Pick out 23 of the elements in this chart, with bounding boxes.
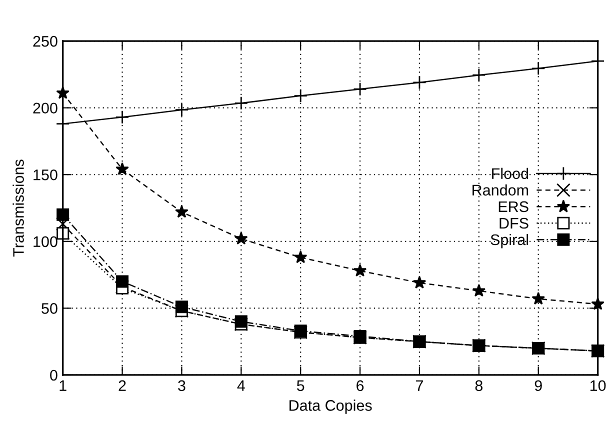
x-tick-label: 10: [590, 380, 606, 392]
x-tick-label: 4: [237, 380, 245, 391]
legend-label: DFS: [500, 218, 528, 229]
x-tick-label: 7: [416, 380, 423, 391]
x-tick-label: 3: [178, 380, 186, 392]
x-tick-label: 1: [60, 380, 66, 391]
y-tick-label: 50: [42, 303, 58, 314]
y-tick-label: 200: [33, 102, 58, 114]
y-axis-title: Transmissions: [12, 160, 24, 257]
x-axis-title: Data Copies: [290, 400, 372, 414]
x-tick-label: 8: [475, 380, 482, 392]
x-tick-label: 6: [356, 380, 364, 392]
x-tick-label: 5: [296, 380, 304, 392]
y-tick-label: 250: [33, 36, 58, 47]
y-tick-label: 150: [34, 169, 58, 180]
x-tick-label: 9: [534, 380, 542, 392]
legend-label: ERS: [498, 201, 528, 212]
x-tick-label: 2: [118, 380, 126, 391]
legend-label: Spiral: [490, 234, 528, 248]
legend-label: Flood: [492, 168, 528, 180]
legend-label: Random: [472, 184, 528, 196]
y-tick-label: 100: [34, 236, 58, 248]
y-tick-label: 0: [50, 370, 58, 381]
